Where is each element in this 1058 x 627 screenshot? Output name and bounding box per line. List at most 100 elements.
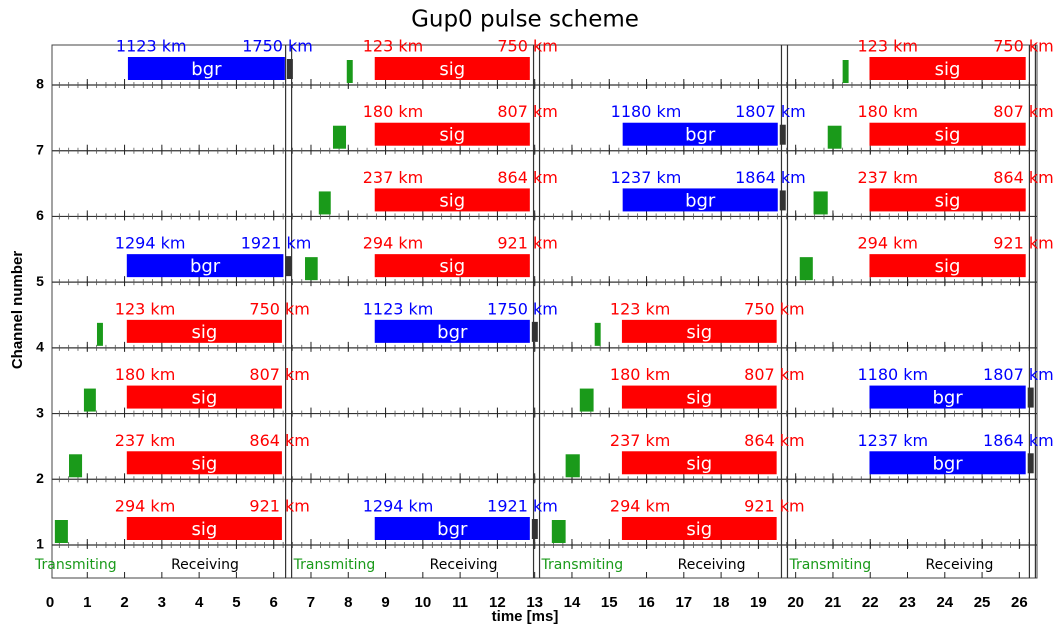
range-start: 294 km: [115, 497, 175, 516]
receive-window: [869, 451, 1026, 475]
receive-window: [621, 451, 777, 475]
receive-window: [374, 57, 530, 80]
x-tick-label: 16: [638, 594, 655, 611]
range-start: 1294 km: [363, 497, 434, 516]
receive-label: Receiving: [430, 557, 498, 573]
range-start: 237 km: [115, 431, 175, 450]
plot-frame: [51, 44, 1038, 579]
transmit-pulse: [565, 454, 580, 478]
chart-title: Gup0 pulse scheme: [411, 7, 639, 33]
range-start: 180 km: [115, 365, 175, 384]
y-tick-label: 6: [36, 207, 44, 223]
transmit-pulse: [96, 322, 103, 346]
dead-time-block: [1027, 453, 1034, 474]
range-start: 1294 km: [115, 234, 186, 253]
range-end: 864 km: [497, 168, 557, 187]
range-start: 180 km: [363, 102, 423, 121]
y-tick-label: 5: [36, 273, 44, 289]
receive-window: [126, 517, 282, 540]
y-tick-label: 1: [36, 536, 44, 552]
transmit-pulse: [813, 191, 828, 215]
window-kind: sig: [439, 125, 465, 146]
transmit-pulse: [827, 125, 842, 149]
transmit-pulse: [54, 520, 68, 543]
x-tick-label: 9: [381, 594, 389, 611]
transmit-label: Transmiting: [541, 557, 624, 573]
x-tick-label: 1: [83, 594, 91, 611]
range-end: 921 km: [744, 497, 804, 516]
window-kind: bgr: [685, 125, 716, 146]
receive-window: [374, 122, 530, 146]
window-kind: bgr: [190, 256, 221, 277]
range-start: 294 km: [610, 497, 670, 516]
receive-window: [126, 385, 282, 409]
x-tick-label: 24: [936, 594, 953, 611]
window-kind: sig: [439, 59, 465, 80]
range-start: 1180 km: [611, 102, 682, 121]
range-start: 123 km: [610, 299, 670, 318]
window-kind: sig: [191, 519, 217, 540]
receive-window: [374, 319, 530, 343]
range-start: 123 km: [363, 37, 423, 56]
range-start: 237 km: [363, 168, 423, 187]
receive-window: [126, 254, 284, 278]
window-kind: sig: [191, 388, 217, 409]
range-start: 1237 km: [611, 168, 682, 187]
range-end: 750 km: [249, 299, 309, 318]
range-end: 807 km: [993, 102, 1053, 121]
x-tick-label: 7: [307, 594, 315, 611]
x-tick-label: 4: [195, 594, 204, 611]
dead-time-block: [531, 519, 538, 539]
y-tick-label: 3: [36, 404, 44, 420]
x-tick-label: 21: [825, 594, 842, 611]
transmit-pulse: [83, 388, 96, 412]
dead-time-block: [286, 59, 293, 79]
range-end: 1807 km: [735, 102, 806, 121]
y-axis-label: Channel number: [9, 251, 26, 370]
window-kind: sig: [191, 453, 217, 474]
range-start: 1237 km: [857, 431, 928, 450]
receive-window: [869, 57, 1026, 80]
x-tick-label: 0: [46, 594, 54, 611]
range-start: 1180 km: [857, 365, 928, 384]
receive-window: [622, 188, 778, 212]
receive-window: [869, 188, 1026, 212]
transmit-pulse: [594, 322, 601, 346]
range-end: 807 km: [497, 102, 557, 121]
range-start: 180 km: [857, 102, 917, 121]
x-tick-label: 23: [899, 594, 916, 611]
receive-window: [374, 254, 530, 278]
x-tick-label: 18: [713, 594, 730, 611]
x-tick-label: 20: [787, 594, 804, 611]
window-kind: bgr: [437, 519, 468, 540]
range-start: 237 km: [857, 168, 917, 187]
receive-window: [374, 517, 530, 540]
x-tick-label: 8: [344, 594, 352, 611]
x-tick-label: 25: [974, 594, 991, 611]
receive-window: [621, 319, 777, 343]
x-tick-label: 5: [232, 594, 240, 611]
x-tick-label: 13: [526, 594, 543, 611]
x-axis-label: time [ms]: [492, 608, 559, 625]
x-tick-label: 3: [158, 594, 166, 611]
range-end: 864 km: [744, 431, 804, 450]
x-tick-label: 26: [1011, 594, 1028, 611]
x-tick-label: 6: [270, 594, 278, 611]
range-end: 921 km: [249, 497, 309, 516]
receive-label: Receiving: [171, 557, 239, 573]
receive-window: [869, 254, 1026, 278]
window-kind: sig: [935, 256, 961, 277]
range-start: 1123 km: [116, 37, 187, 56]
range-end: 807 km: [249, 365, 309, 384]
window-kind: sig: [935, 125, 961, 146]
range-start: 1123 km: [363, 299, 434, 318]
dead-time-block: [779, 190, 786, 211]
window-kind: sig: [439, 190, 465, 211]
x-tick-label: 19: [750, 594, 767, 611]
range-end: 921 km: [497, 234, 557, 253]
window-kind: sig: [191, 322, 217, 343]
window-kind: bgr: [932, 453, 963, 474]
receive-window: [126, 319, 282, 343]
transmit-pulse: [69, 454, 83, 478]
range-end: 864 km: [249, 431, 309, 450]
